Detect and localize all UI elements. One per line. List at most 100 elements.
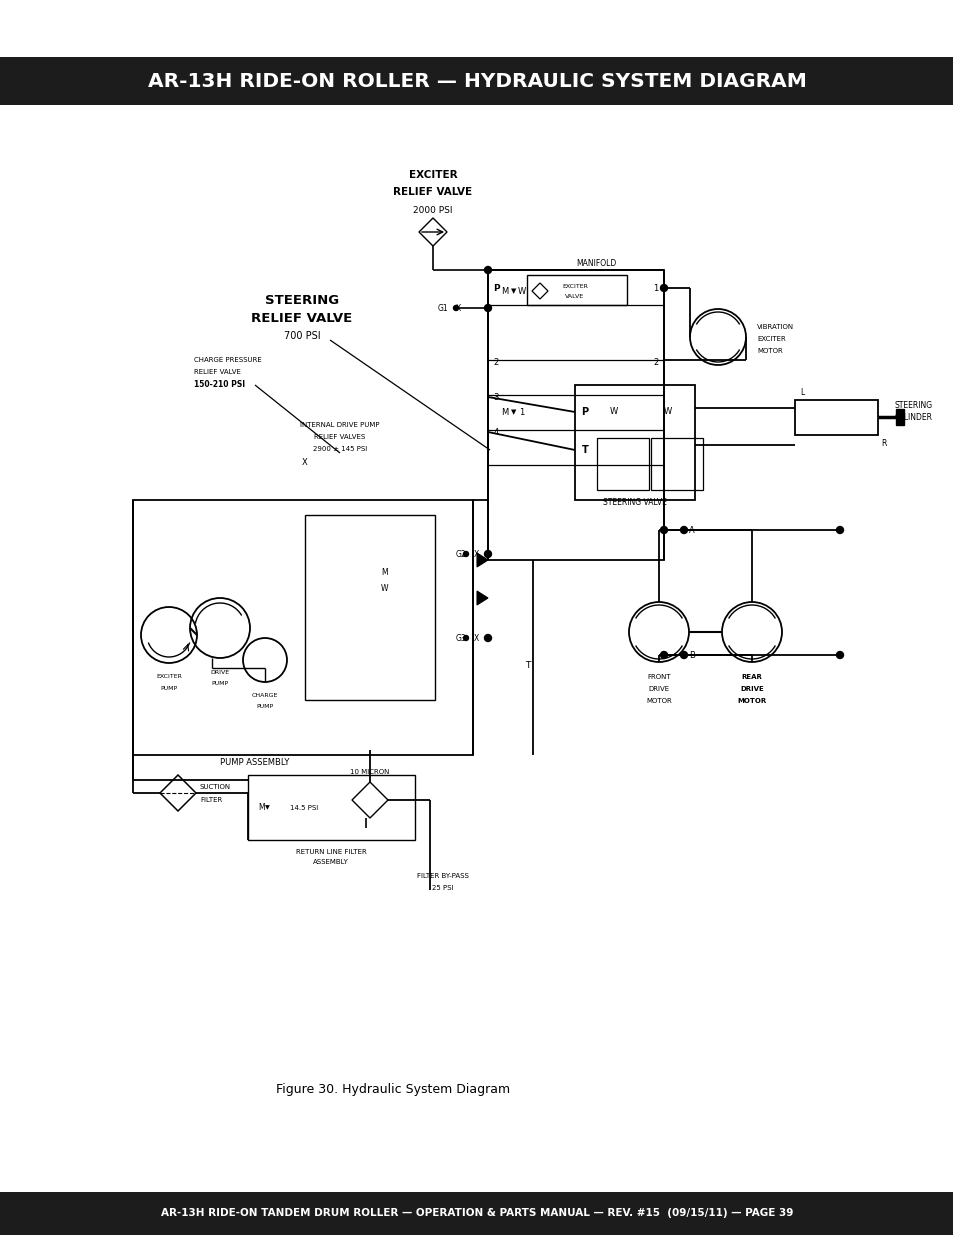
Circle shape — [659, 526, 667, 534]
Text: 2: 2 — [653, 357, 658, 367]
Text: EXCITER: EXCITER — [156, 673, 182, 678]
Text: MOTOR: MOTOR — [737, 698, 766, 704]
Text: G3: G3 — [455, 634, 465, 642]
Text: X: X — [474, 634, 478, 642]
Circle shape — [659, 652, 667, 658]
Text: 150-210 PSI: 150-210 PSI — [193, 379, 245, 389]
Text: EXCITER: EXCITER — [757, 336, 785, 342]
Circle shape — [463, 552, 468, 557]
Text: PUMP: PUMP — [212, 680, 229, 685]
Text: B: B — [688, 651, 694, 659]
Circle shape — [836, 652, 842, 658]
Text: FRONT: FRONT — [646, 674, 670, 680]
Bar — [650, 438, 702, 490]
Text: 10 MICRON: 10 MICRON — [350, 769, 389, 776]
Text: M: M — [501, 408, 508, 416]
Text: STEERING: STEERING — [265, 294, 338, 306]
Circle shape — [836, 526, 842, 534]
Text: 4: 4 — [493, 427, 498, 436]
Text: MOTOR: MOTOR — [645, 698, 671, 704]
Text: RETURN LINE FILTER: RETURN LINE FILTER — [295, 848, 366, 855]
Bar — [575, 385, 695, 500]
Text: VALVE: VALVE — [565, 294, 584, 299]
Text: 3: 3 — [493, 393, 498, 401]
Text: ▼: ▼ — [511, 288, 517, 294]
Bar — [794, 400, 877, 435]
Text: ASSEMBLY: ASSEMBLY — [313, 860, 349, 864]
Text: RELIEF VALVES: RELIEF VALVES — [314, 433, 365, 440]
Bar — [0, 1192, 953, 1235]
Text: CHARGE: CHARGE — [252, 693, 278, 698]
Text: DRIVE: DRIVE — [211, 669, 230, 674]
Text: DRIVE: DRIVE — [740, 685, 763, 692]
Bar — [895, 409, 903, 425]
Text: X: X — [474, 550, 478, 558]
Text: W: W — [609, 406, 618, 415]
Text: M: M — [501, 287, 508, 295]
Text: 25 PSI: 25 PSI — [432, 885, 454, 890]
Text: L: L — [800, 388, 803, 396]
Text: INTERNAL DRIVE PUMP: INTERNAL DRIVE PUMP — [300, 422, 379, 429]
Text: M: M — [258, 804, 265, 813]
Text: CHARGE PRESSURE: CHARGE PRESSURE — [193, 357, 261, 363]
Bar — [488, 270, 663, 559]
Text: T: T — [581, 445, 588, 454]
Text: 14.5 PSI: 14.5 PSI — [290, 805, 318, 811]
Text: FILTER: FILTER — [200, 797, 222, 803]
Text: W: W — [381, 583, 388, 593]
Circle shape — [484, 551, 491, 557]
Circle shape — [484, 635, 491, 641]
Text: P: P — [580, 408, 588, 417]
Polygon shape — [476, 592, 488, 605]
Text: STEERING: STEERING — [894, 400, 932, 410]
Circle shape — [679, 652, 687, 658]
Text: X: X — [456, 304, 460, 312]
Text: AR-13H RIDE-ON TANDEM DRUM ROLLER — OPERATION & PARTS MANUAL — REV. #15  (09/15/: AR-13H RIDE-ON TANDEM DRUM ROLLER — OPER… — [161, 1208, 792, 1218]
Text: X: X — [302, 457, 308, 467]
Text: W: W — [663, 406, 672, 415]
Text: A: A — [688, 526, 694, 535]
Circle shape — [463, 636, 468, 641]
Text: 2900 ± 145 PSI: 2900 ± 145 PSI — [313, 446, 367, 452]
Text: RELIEF VALVE: RELIEF VALVE — [393, 186, 472, 198]
Polygon shape — [476, 553, 488, 567]
Bar — [0, 57, 953, 105]
Text: EXCITER: EXCITER — [561, 284, 587, 289]
Text: PUMP: PUMP — [160, 685, 177, 690]
Bar — [305, 515, 435, 700]
Text: ▼: ▼ — [511, 409, 517, 415]
Text: 700 PSI: 700 PSI — [283, 331, 320, 341]
Text: REAR: REAR — [740, 674, 761, 680]
Circle shape — [679, 526, 687, 534]
Text: DRIVE: DRIVE — [648, 685, 669, 692]
Text: T: T — [525, 661, 530, 669]
Text: MOTOR: MOTOR — [757, 348, 781, 354]
Text: MANIFOLD: MANIFOLD — [576, 258, 616, 268]
Text: FILTER BY-PASS: FILTER BY-PASS — [416, 873, 469, 879]
Text: STEERING VALVE: STEERING VALVE — [602, 498, 666, 506]
Text: 2000 PSI: 2000 PSI — [413, 205, 453, 215]
Bar — [526, 275, 626, 305]
Text: PUMP: PUMP — [256, 704, 274, 709]
Text: 2: 2 — [493, 357, 498, 367]
Bar — [132, 500, 473, 755]
Text: EXCITER: EXCITER — [408, 170, 456, 180]
Text: CYLINDER: CYLINDER — [894, 412, 932, 421]
Text: VIBRATION: VIBRATION — [757, 324, 793, 330]
Text: SUCTION: SUCTION — [200, 784, 231, 790]
Text: M: M — [381, 568, 388, 577]
Text: R: R — [880, 438, 885, 447]
Text: Figure 30. Hydraulic System Diagram: Figure 30. Hydraulic System Diagram — [275, 1083, 510, 1097]
Text: RELIEF VALVE: RELIEF VALVE — [251, 311, 353, 325]
Circle shape — [484, 267, 491, 273]
Bar — [597, 438, 648, 490]
Text: G2: G2 — [455, 550, 465, 558]
Text: W: W — [517, 287, 525, 295]
Circle shape — [484, 305, 491, 311]
Bar — [248, 776, 415, 840]
Circle shape — [453, 305, 458, 310]
Text: P: P — [492, 284, 498, 293]
Text: G1: G1 — [436, 304, 448, 312]
Text: 1: 1 — [653, 284, 658, 293]
Text: ▼: ▼ — [264, 805, 269, 810]
